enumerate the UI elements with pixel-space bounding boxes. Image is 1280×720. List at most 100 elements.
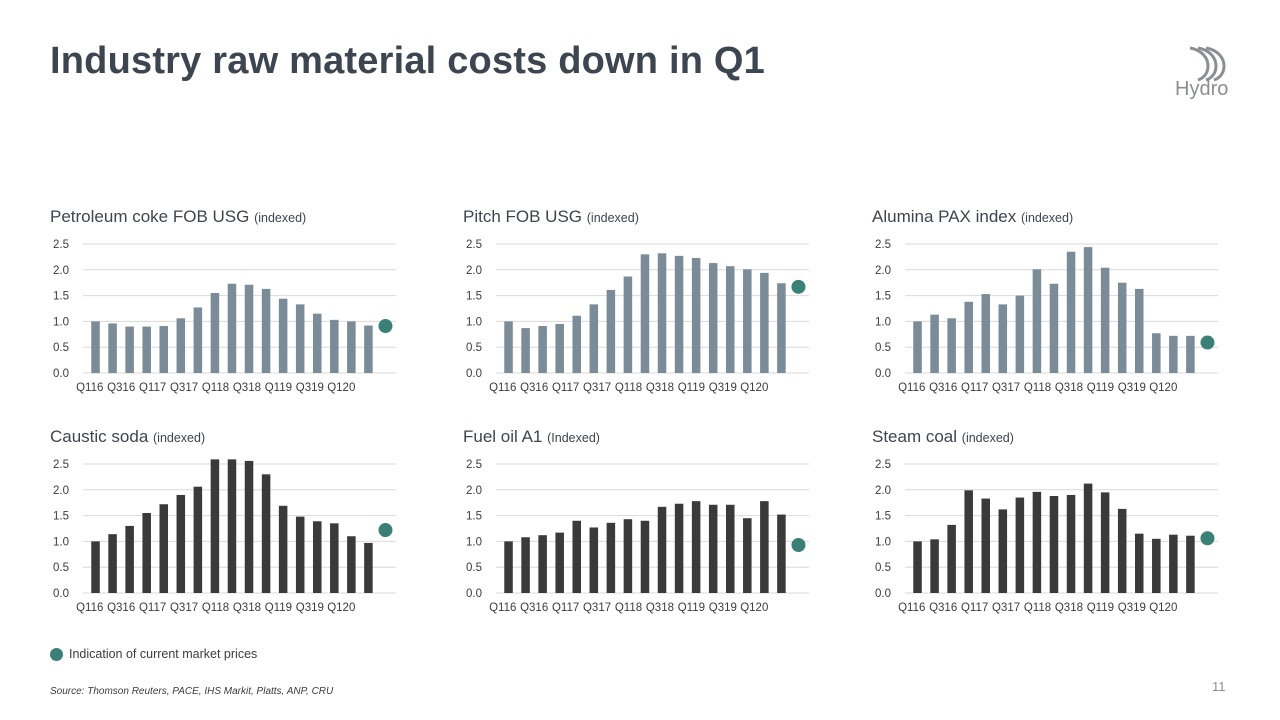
y-tick-label: 0.0: [53, 368, 69, 380]
bar: [947, 524, 956, 593]
page-number: 11: [1212, 679, 1226, 694]
chart-subtitle: (indexed): [961, 431, 1014, 445]
bar: [623, 519, 633, 593]
bar: [930, 314, 939, 373]
current-price-marker: [791, 538, 806, 553]
bar: [674, 503, 684, 593]
x-tick-label: Q318: [646, 602, 674, 614]
bar: [1134, 288, 1144, 373]
bar: [347, 536, 356, 593]
bar: [708, 504, 718, 593]
bar: [777, 283, 786, 373]
y-tick-label: 1.5: [466, 511, 482, 523]
x-tick-label: Q118: [202, 602, 229, 614]
bar: [606, 289, 616, 373]
y-tick-label: 2.5: [875, 459, 891, 471]
bar: [691, 501, 701, 593]
bar: [1117, 508, 1127, 593]
chart-subtitle: (indexed): [153, 431, 206, 445]
x-tick-label: Q118: [615, 382, 642, 394]
y-tick-label: 1.0: [53, 536, 69, 548]
bar: [1169, 534, 1178, 593]
x-tick-label: Q117: [961, 382, 988, 394]
chart-title-text: Fuel oil A1: [463, 427, 543, 446]
y-tick-label: 2.0: [875, 485, 891, 497]
bar: [1015, 295, 1025, 373]
legend-label: Indication of current market prices: [69, 647, 258, 661]
chart-title-text: Caustic soda: [50, 427, 149, 446]
bar: [572, 520, 582, 593]
x-tick-label: Q319: [709, 382, 737, 394]
x-tick-label: Q319: [709, 602, 737, 614]
x-tick-label: Q118: [202, 382, 229, 394]
bar: [981, 498, 991, 593]
bar: [278, 298, 288, 373]
x-tick-label: Q120: [327, 382, 355, 394]
bar: [176, 494, 186, 593]
x-tick-label: Q319: [296, 382, 324, 394]
x-tick-label: Q318: [233, 382, 261, 394]
chart-subtitle: (Indexed): [547, 431, 600, 445]
bar: [572, 315, 582, 373]
x-tick-label: Q116: [898, 382, 925, 394]
y-tick-label: 0.5: [53, 342, 69, 354]
bar: [998, 509, 1008, 593]
x-tick-label: Q120: [740, 602, 768, 614]
bar: [193, 486, 203, 593]
y-tick-label: 0.5: [875, 342, 891, 354]
y-tick-label: 1.5: [53, 511, 69, 523]
bar: [623, 276, 633, 373]
bar: [91, 321, 100, 373]
y-tick-label: 2.5: [466, 239, 482, 251]
bar: [589, 527, 599, 593]
bar: [760, 272, 769, 373]
chart-subtitle: (indexed): [254, 211, 307, 225]
bar: [1032, 491, 1042, 593]
chart-title-text: Steam coal: [872, 427, 958, 446]
x-tick-label: Q120: [327, 602, 355, 614]
x-tick-label: Q116: [489, 382, 516, 394]
chart-title-petroleum-coke: Petroleum coke FOB USG (indexed): [50, 207, 306, 227]
chart-pitch: 0.0 0.5 1.0 1.5 2.0 2.5 Q116 Q316 Q117 Q317 Q118 Q3…: [466, 239, 809, 394]
bar: [261, 474, 271, 593]
y-tick-label: 0.0: [466, 588, 482, 600]
chart-title-caustic-soda: Caustic soda (indexed): [50, 427, 205, 447]
bar: [261, 288, 271, 373]
bar: [295, 304, 305, 373]
x-tick-label: Q120: [1149, 602, 1177, 614]
bar: [244, 284, 254, 373]
current-price-marker: [791, 279, 806, 294]
bar: [210, 459, 220, 593]
current-price-marker: [378, 523, 393, 538]
y-tick-label: 1.5: [875, 291, 891, 303]
bar: [691, 257, 701, 373]
source-note: Source: Thomson Reuters, PACE, IHS Marki…: [50, 686, 334, 697]
x-tick-label: Q317: [170, 602, 198, 614]
chart-title-steam-coal: Steam coal (indexed): [872, 427, 1014, 447]
bar: [1152, 333, 1161, 373]
y-tick-label: 2.5: [53, 459, 69, 471]
bar: [521, 328, 530, 373]
chart-steam-coal: 0.0 0.5 1.0 1.5 2.0 2.5 Q116 Q316 Q117 Q317 Q118 Q3…: [875, 459, 1218, 614]
bar: [1100, 492, 1110, 593]
x-tick-label: Q116: [898, 602, 925, 614]
x-tick-label: Q317: [992, 602, 1020, 614]
bar: [555, 323, 564, 373]
bar: [1186, 335, 1195, 373]
bar: [159, 504, 169, 593]
logo-text: Hydro: [1175, 78, 1229, 100]
chart-title-text: Petroleum coke FOB USG: [50, 207, 250, 226]
chart-petroleum-coke: 0.0 0.5 1.0 1.5 2.0 2.5 Q116 Q316 Q117 Q317 Q118 Q3…: [53, 239, 396, 394]
y-tick-label: 2.0: [466, 485, 482, 497]
bar: [1049, 283, 1059, 373]
y-tick-label: 2.0: [53, 485, 69, 497]
chart-fuel-oil: 0.0 0.5 1.0 1.5 2.0 2.5 Q116 Q316 Q117 Q317 Q118 Q3…: [466, 459, 809, 614]
x-tick-label: Q319: [1118, 382, 1146, 394]
bar: [521, 537, 530, 593]
bar: [227, 459, 237, 593]
x-tick-label: Q118: [615, 602, 642, 614]
x-tick-label: Q317: [583, 602, 611, 614]
y-tick-label: 2.5: [875, 239, 891, 251]
x-tick-label: Q117: [139, 382, 166, 394]
bar: [674, 255, 684, 373]
